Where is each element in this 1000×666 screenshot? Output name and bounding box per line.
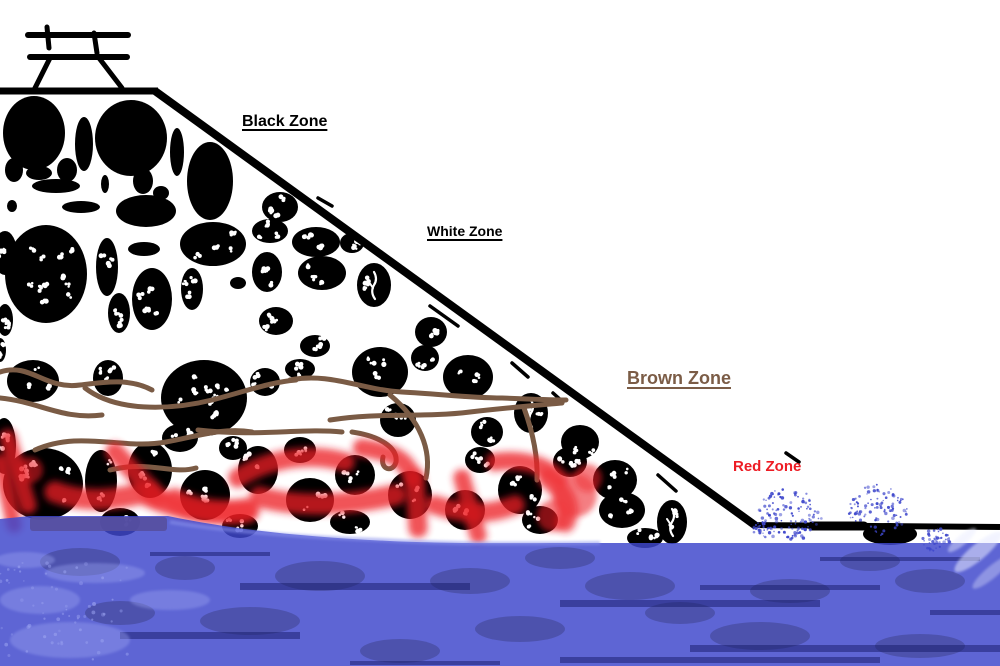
light-wisp-group bbox=[947, 527, 1000, 589]
red-scribbles-group bbox=[0, 427, 602, 546]
water bbox=[0, 516, 1000, 666]
label-white-zone: White Zone bbox=[427, 223, 503, 239]
label-black-zone: Black Zone bbox=[242, 113, 328, 130]
brown-lines-group bbox=[0, 367, 569, 483]
blue-spray-group bbox=[752, 483, 952, 552]
label-brown-zone: Brown Zone bbox=[627, 368, 731, 388]
rocks-group bbox=[0, 96, 687, 548]
table-sketch bbox=[25, 24, 131, 93]
label-red-zone: Red Zone bbox=[733, 458, 802, 475]
waterline-rock bbox=[863, 523, 917, 545]
